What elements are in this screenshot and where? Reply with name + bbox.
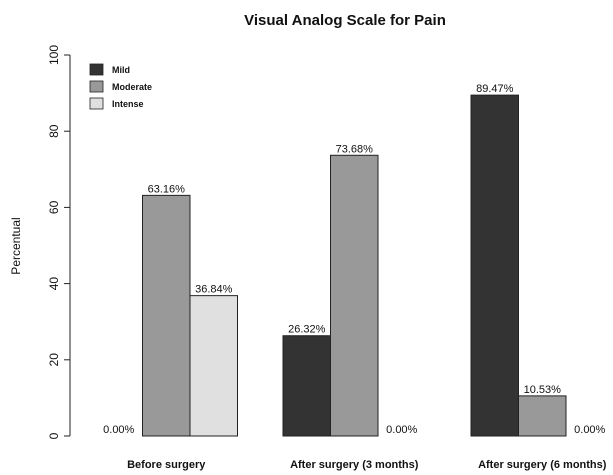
value-label: 63.16%: [148, 183, 186, 195]
legend-label: Mild: [112, 65, 130, 75]
y-tick-label: 40: [47, 277, 61, 291]
y-tick-label: 0: [47, 432, 61, 439]
x-tick-label: After surgery (6 months): [478, 459, 607, 471]
y-tick-label: 60: [47, 200, 61, 214]
x-tick-label: Before surgery: [127, 459, 206, 471]
legend-swatch: [89, 97, 104, 110]
value-label: 0.00%: [574, 424, 605, 436]
legend-swatch: [89, 80, 104, 93]
bar: [189, 295, 238, 437]
value-label: 0.00%: [386, 424, 417, 436]
bar: [518, 395, 567, 437]
value-label: 10.53%: [524, 384, 562, 396]
legend-swatch: [89, 63, 104, 76]
bar: [330, 154, 379, 437]
value-label: 26.32%: [288, 324, 326, 336]
y-axis-label: Percentual: [9, 217, 23, 274]
bar: [282, 335, 331, 437]
value-label: 36.84%: [195, 284, 233, 296]
y-tick-label: 100: [47, 45, 61, 65]
legend-label: Intense: [112, 99, 144, 109]
value-label: 89.47%: [476, 83, 514, 95]
value-label: 0.00%: [103, 424, 134, 436]
chart-title: Visual Analog Scale for Pain: [244, 12, 446, 29]
y-tick-label: 20: [47, 353, 61, 367]
bar: [470, 94, 519, 437]
bar: [142, 194, 191, 437]
value-label: 73.68%: [336, 143, 374, 155]
x-tick-label: After surgery (3 months): [290, 459, 419, 471]
y-tick-label: 80: [47, 124, 61, 138]
legend-label: Moderate: [112, 82, 152, 92]
